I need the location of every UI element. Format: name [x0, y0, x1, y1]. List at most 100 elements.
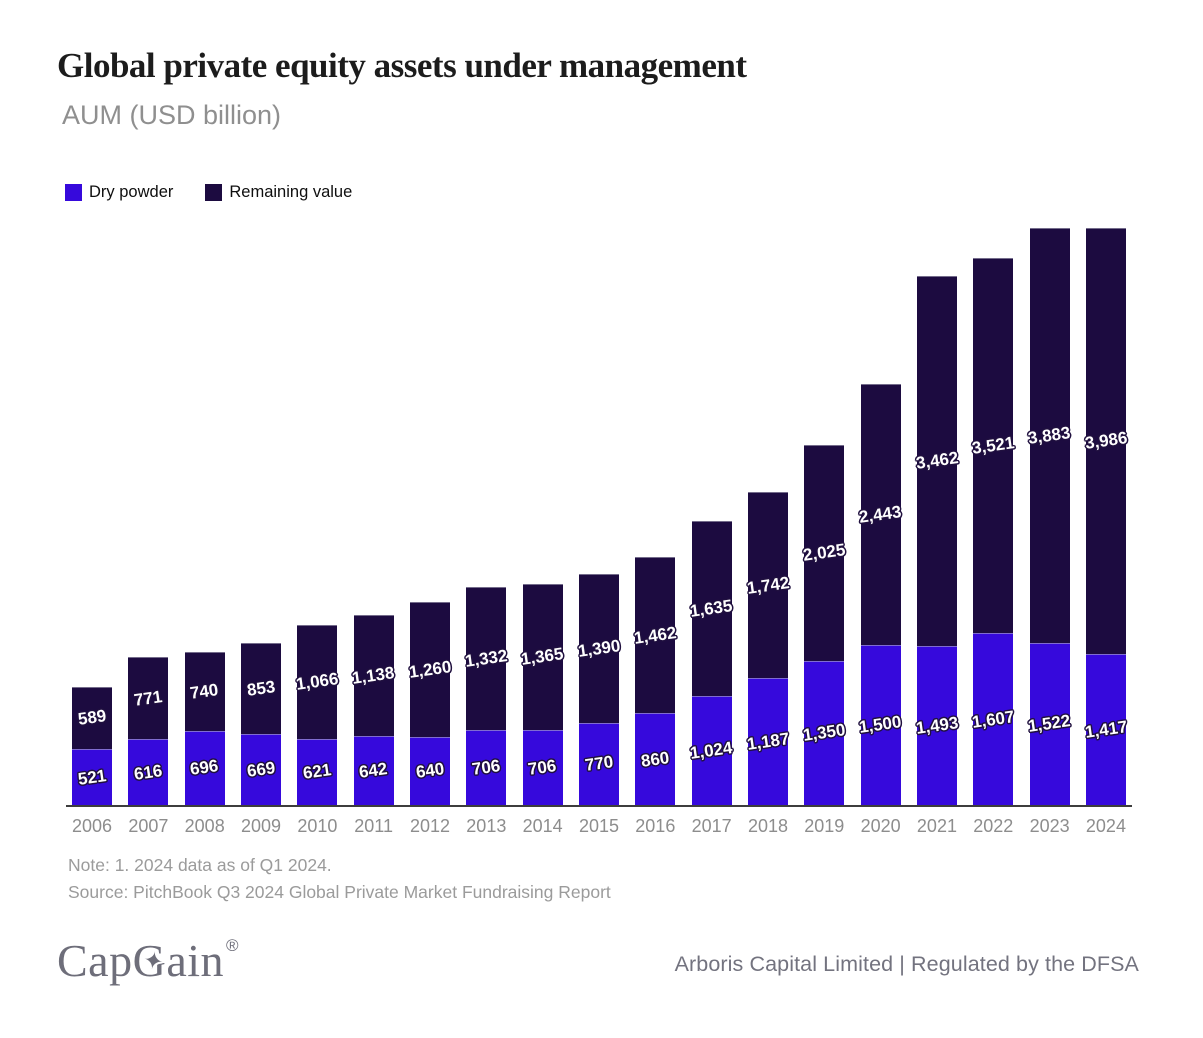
page-subtitle: AUM (USD billion) [62, 100, 282, 130]
value-label-dry-powder-2024: 1,417 [1083, 716, 1129, 742]
segment-dry-powder-2022: 1,607 [970, 633, 1016, 805]
remaining-value-swatch-icon [205, 184, 223, 201]
x-axis-labels: 2006 2007 2008 2009 2010 2011 2012 2013 2014 2015… [66, 816, 1132, 837]
segment-dry-powder-2006: 521 [72, 749, 112, 805]
value-label-remaining-value-2020: 2,443 [858, 502, 903, 527]
value-label-dry-powder-2013: 706 [470, 755, 502, 779]
bar-2007: 771 616 [128, 656, 169, 805]
segment-dry-powder-2015: 770 [578, 722, 619, 805]
chart-legend: Dry powder Remaining value [65, 183, 352, 202]
value-label-remaining-value-2023: 3,883 [1027, 422, 1072, 448]
value-label-dry-powder-2006: 521 [76, 765, 108, 789]
logo-letter-g: G ✦ [132, 935, 167, 986]
value-label-remaining-value-2007: 771 [132, 686, 164, 710]
x-axis-label-2010: 2010 [297, 816, 338, 836]
x-axis-label-2009: 2009 [240, 816, 282, 836]
value-label-remaining-value-2024: 3,986 [1083, 428, 1129, 454]
bar-2008: 740 696 [184, 651, 225, 805]
value-label-dry-powder-2011: 642 [358, 759, 389, 783]
bar-2006: 589 521 [72, 686, 112, 805]
bar-2017: 1,635 1,024 [689, 521, 734, 805]
note-line: Note: 1. 2024 data as of Q1 2024. [68, 855, 332, 875]
value-label-dry-powder-2014: 706 [527, 755, 558, 779]
segment-dry-powder-2019: 1,350 [801, 660, 847, 805]
value-label-remaining-value-2009: 853 [245, 676, 277, 700]
segment-dry-powder-2017: 1,024 [689, 695, 734, 805]
logo-text-prefix: Cap [57, 935, 133, 986]
segment-remaining-value-2022: 3,521 [970, 257, 1016, 634]
value-label-remaining-value-2010: 1,066 [294, 669, 340, 695]
x-axis-label-2011: 2011 [354, 816, 393, 836]
legend-label-dry-powder: Dry powder [89, 183, 174, 201]
value-label-remaining-value-2014: 1,365 [520, 644, 565, 670]
logo-text-suffix: ain [166, 935, 225, 986]
segment-remaining-value-2015: 1,390 [577, 574, 621, 723]
value-label-dry-powder-2016: 860 [639, 747, 671, 771]
registered-trademark-icon: ® [226, 936, 240, 955]
segment-dry-powder-2008: 696 [184, 730, 225, 805]
segment-dry-powder-2010: 621 [297, 738, 338, 805]
value-label-dry-powder-2020: 1,500 [858, 712, 903, 738]
value-label-remaining-value-2021: 3,462 [914, 448, 960, 474]
x-axis-label-2014: 2014 [522, 816, 563, 836]
x-axis-label-2017: 2017 [691, 816, 732, 836]
segment-dry-powder-2020: 1,500 [858, 644, 903, 805]
segment-remaining-value-2017: 1,635 [689, 521, 734, 696]
bar-2018: 1,742 1,187 [745, 492, 791, 805]
bar-2020: 2,443 1,500 [858, 384, 903, 805]
value-label-remaining-value-2018: 1,742 [745, 572, 791, 598]
source-line: Source: PitchBook Q3 2024 Global Private… [68, 882, 611, 903]
segment-dry-powder-2007: 616 [128, 739, 169, 805]
x-axis-label-2018: 2018 [747, 816, 788, 836]
value-label-remaining-value-2016: 1,462 [632, 622, 678, 648]
segment-dry-powder-2016: 860 [635, 713, 676, 805]
segment-remaining-value-2007: 771 [128, 656, 169, 740]
value-label-dry-powder-2018: 1,187 [745, 729, 791, 755]
segment-remaining-value-2006: 589 [72, 686, 112, 750]
segment-remaining-value-2018: 1,742 [745, 492, 791, 679]
legend-item-remaining-value: Remaining value [205, 183, 352, 202]
bar-2024: 3,986 1,417 [1083, 228, 1129, 805]
x-axis-label-2023: 2023 [1029, 816, 1070, 836]
bar-2012: 1,260 640 [407, 602, 453, 805]
segment-dry-powder-2024: 1,417 [1083, 653, 1129, 805]
segment-remaining-value-2013: 1,332 [464, 587, 509, 730]
bar-2015: 1,390 770 [577, 574, 621, 805]
segment-remaining-value-2021: 3,462 [914, 276, 960, 646]
segment-remaining-value-2016: 1,462 [632, 557, 678, 714]
value-label-dry-powder-2019: 1,350 [801, 720, 847, 746]
segment-remaining-value-2024: 3,986 [1083, 228, 1129, 654]
segment-dry-powder-2013: 706 [466, 729, 507, 805]
bar-2011: 1,138 642 [351, 614, 396, 805]
bar-2019: 2,025 1,350 [801, 444, 847, 805]
value-label-dry-powder-2017: 1,024 [689, 737, 734, 763]
x-axis-label-2006: 2006 [72, 816, 113, 836]
bar-2010: 1,066 621 [294, 624, 340, 805]
plot-area: 589 521 771 616 740 696 853 669 1,066 621 1,138 642… [66, 228, 1132, 805]
page-title: Global private equity assets under manag… [57, 46, 747, 85]
x-axis-label-2012: 2012 [409, 816, 451, 836]
segment-dry-powder-2012: 640 [409, 736, 450, 805]
x-axis-label-2019: 2019 [804, 816, 845, 836]
dry-powder-swatch-icon [65, 184, 82, 201]
x-axis-label-2015: 2015 [578, 816, 619, 836]
value-label-dry-powder-2007: 616 [132, 760, 164, 784]
segment-dry-powder-2009: 669 [240, 733, 281, 805]
segment-remaining-value-2008: 740 [184, 651, 225, 731]
capgain-logo: Cap G ✦ ain ® [57, 934, 239, 987]
footnotes: Note: 1. 2024 data as of Q1 2024. Source… [68, 852, 611, 906]
x-axis-label-2013: 2013 [466, 816, 507, 836]
x-axis-label-2020: 2020 [860, 816, 901, 836]
value-label-remaining-value-2022: 3,521 [970, 433, 1016, 458]
value-label-remaining-value-2019: 2,025 [801, 540, 847, 566]
segment-remaining-value-2010: 1,066 [294, 624, 340, 739]
legend-item-dry-powder: Dry powder [65, 183, 173, 202]
value-label-remaining-value-2012: 1,260 [407, 657, 453, 682]
segment-remaining-value-2014: 1,365 [520, 583, 565, 730]
value-label-dry-powder-2012: 640 [414, 759, 446, 783]
value-label-remaining-value-2017: 1,635 [689, 596, 734, 621]
legend-label-remaining-value: Remaining value [229, 183, 353, 201]
value-label-dry-powder-2022: 1,607 [970, 706, 1016, 732]
segment-dry-powder-2011: 642 [353, 736, 394, 805]
bar-2014: 1,365 706 [520, 583, 565, 805]
